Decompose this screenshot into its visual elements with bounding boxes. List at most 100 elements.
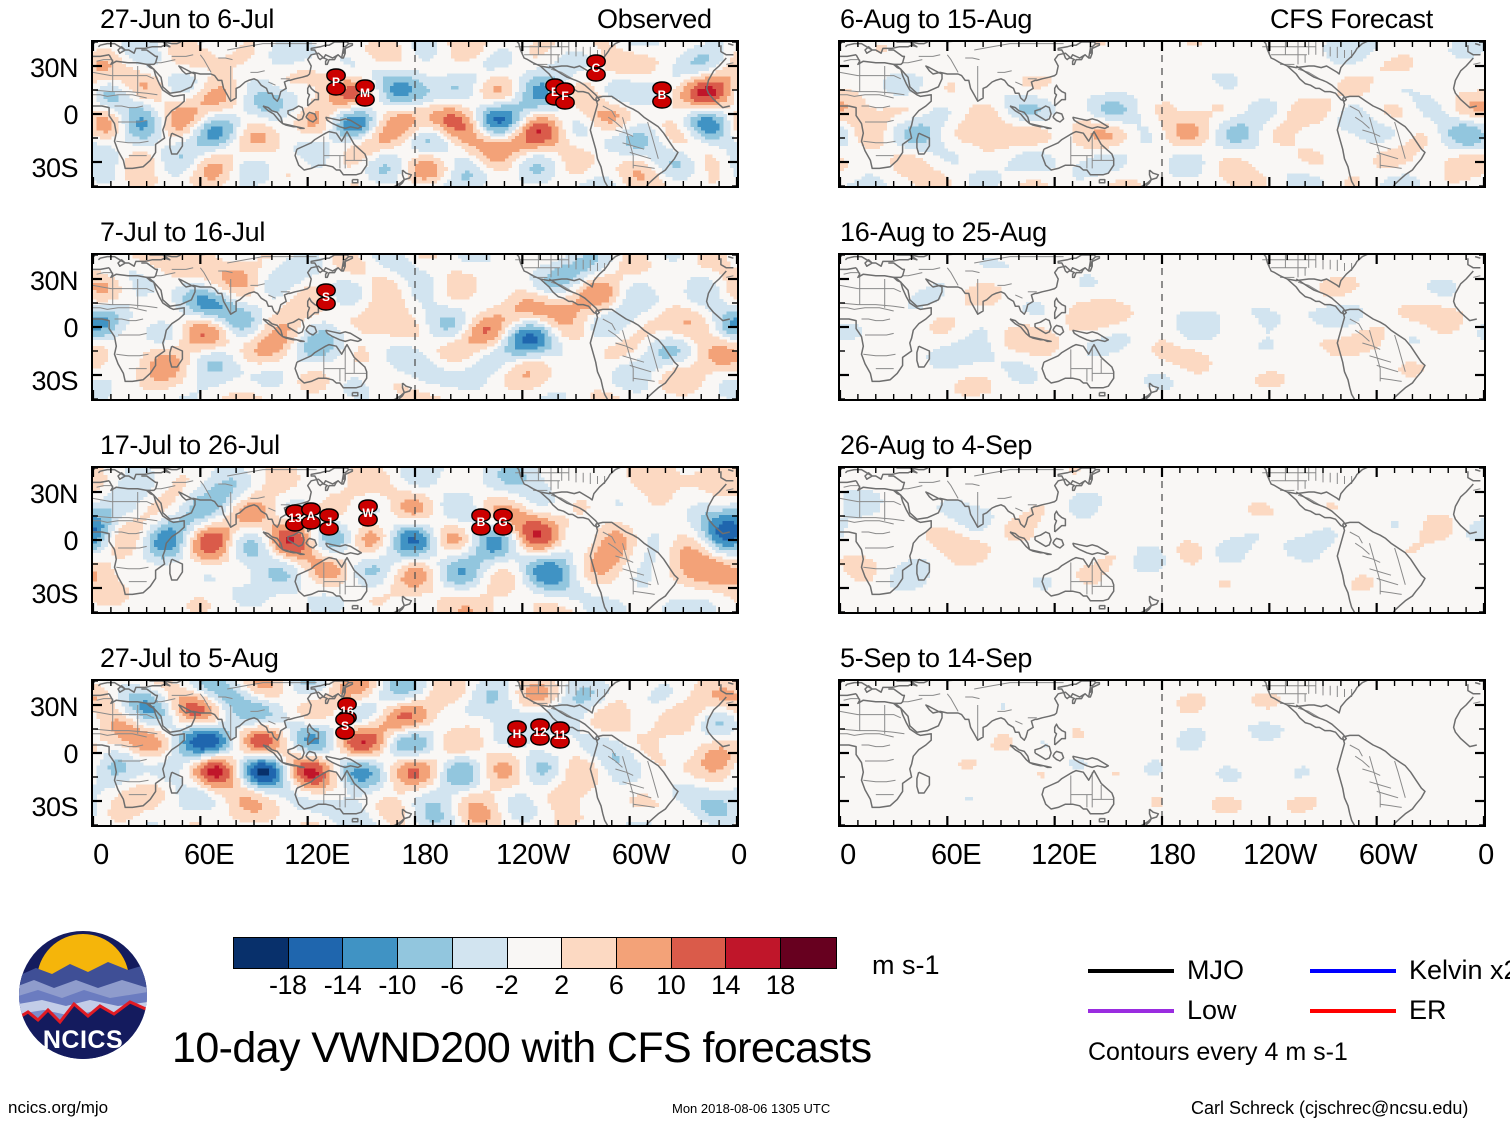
svg-text:C: C — [591, 61, 600, 75]
colorbar-cell — [508, 938, 563, 968]
colorbar — [233, 937, 837, 969]
map-panel-obs-2: S — [91, 253, 739, 401]
panel-title-obs-3: 17-Jul to 26-Jul — [100, 432, 280, 459]
colorbar-cell — [289, 938, 344, 968]
svg-text:11: 11 — [554, 728, 567, 742]
x-tick-right-120w: 120W — [1240, 841, 1320, 870]
column-label-observed: Observed — [597, 6, 712, 33]
panel-title-fcst-2: 16-Aug to 25-Aug — [840, 219, 1047, 246]
storm-marker: G — [490, 507, 516, 537]
legend-line-kelvin — [1310, 969, 1396, 973]
column-label-cfs-forecast: CFS Forecast — [1270, 6, 1433, 33]
colorbar-cell — [562, 938, 617, 968]
x-tick-left-60e: 60E — [169, 841, 249, 870]
legend-label-mjo: MJO — [1187, 957, 1244, 984]
map-field — [93, 255, 737, 399]
svg-text:A: A — [307, 509, 316, 523]
y-tick-30n-p3: 30N — [0, 481, 78, 508]
storm-marker: S — [313, 282, 339, 312]
panel-title-fcst-4: 5-Sep to 14-Sep — [840, 645, 1032, 672]
panel-title-obs-4: 27-Jul to 5-Aug — [100, 645, 279, 672]
storm-marker: F — [552, 81, 578, 111]
legend-label-low: Low — [1187, 997, 1237, 1024]
map-panel-fcst-1 — [838, 40, 1486, 188]
storm-marker: H — [504, 719, 530, 749]
y-tick-0-p3: 0 — [0, 528, 78, 555]
legend-entry-low: Low — [1088, 997, 1237, 1024]
y-tick-0-p4: 0 — [0, 741, 78, 768]
svg-text:J: J — [326, 515, 333, 529]
x-tick-left-0b: 0 — [699, 841, 779, 870]
legend-line-mjo — [1088, 969, 1174, 973]
footer-website: ncics.org/mjo — [8, 1098, 108, 1118]
colorbar-tick-label: 18 — [740, 972, 820, 999]
svg-text:G: G — [498, 515, 507, 529]
colorbar-cell — [398, 938, 453, 968]
y-tick-30s-p1: 30S — [0, 155, 78, 182]
legend-line-low — [1088, 1009, 1174, 1013]
colorbar-cell — [453, 938, 508, 968]
panel-title-obs-2: 7-Jul to 16-Jul — [100, 219, 265, 246]
ncics-logo: NCICS — [18, 930, 148, 1060]
footer-author: Carl Schreck (cjschrec@ncsu.edu) — [1191, 1098, 1468, 1119]
panel-title-obs-1: 27-Jun to 6-Jul — [100, 6, 274, 33]
map-panel-fcst-4 — [838, 679, 1486, 827]
x-tick-left-120w: 120W — [493, 841, 573, 870]
map-field — [93, 681, 737, 825]
contour-interval-note: Contours every 4 m s-1 — [1088, 1040, 1348, 1065]
svg-text:12: 12 — [534, 725, 548, 739]
map-field — [93, 468, 737, 612]
storm-marker: 11 — [547, 720, 573, 750]
x-tick-right-120e: 120E — [1024, 841, 1104, 870]
legend-label-er: ER — [1409, 997, 1447, 1024]
y-tick-0-p2: 0 — [0, 315, 78, 342]
legend-entry-mjo: MJO — [1088, 957, 1244, 984]
legend-entry-er: ER — [1310, 997, 1447, 1024]
y-tick-30n-p4: 30N — [0, 694, 78, 721]
x-tick-left-120e: 120E — [277, 841, 357, 870]
svg-text:W: W — [363, 506, 375, 520]
svg-text:M: M — [360, 86, 370, 100]
x-tick-right-60w: 60W — [1348, 841, 1428, 870]
footer-timestamp: Mon 2018-08-06 1305 UTC — [672, 1101, 830, 1116]
storm-marker: C — [583, 53, 609, 83]
storm-marker: W — [355, 498, 381, 528]
panel-title-fcst-3: 26-Aug to 4-Sep — [840, 432, 1032, 459]
legend-entry-kelvin: Kelvin x2 — [1310, 957, 1510, 984]
x-tick-right-0b: 0 — [1446, 841, 1510, 870]
y-tick-30s-p4: 30S — [0, 794, 78, 821]
map-panel-obs-4: 16 S H 12 11 — [91, 679, 739, 827]
x-tick-left-60w: 60W — [601, 841, 681, 870]
svg-text:F: F — [562, 89, 569, 103]
y-tick-0-p1: 0 — [0, 102, 78, 129]
y-tick-30n-p2: 30N — [0, 268, 78, 295]
y-tick-30n-p1: 30N — [0, 55, 78, 82]
colorbar-units-label: m s-1 — [872, 952, 940, 979]
storm-marker: J — [316, 507, 342, 537]
colorbar-cell — [617, 938, 672, 968]
legend-label-kelvin: Kelvin x2 — [1409, 957, 1510, 984]
x-tick-left-180: 180 — [385, 841, 465, 870]
svg-text:P: P — [332, 75, 340, 89]
main-title: 10-day VWND200 with CFS forecasts — [172, 1027, 872, 1070]
colorbar-cell — [672, 938, 727, 968]
svg-text:B: B — [658, 88, 667, 102]
storm-marker: M — [352, 78, 378, 108]
map-field — [840, 42, 1484, 186]
storm-marker: B — [649, 80, 675, 110]
svg-text:NCICS: NCICS — [43, 1026, 123, 1054]
map-panel-fcst-3 — [838, 466, 1486, 614]
legend-line-er — [1310, 1009, 1396, 1013]
storm-marker: S — [332, 711, 358, 741]
y-tick-30s-p2: 30S — [0, 368, 78, 395]
x-tick-left-0a: 0 — [61, 841, 141, 870]
svg-text:S: S — [322, 290, 330, 304]
map-field — [840, 681, 1484, 825]
colorbar-cell — [781, 938, 836, 968]
x-tick-right-60e: 60E — [916, 841, 996, 870]
svg-text:H: H — [513, 727, 522, 741]
map-field — [840, 468, 1484, 612]
map-panel-obs-3: 13 A J W B G — [91, 466, 739, 614]
colorbar-cell — [726, 938, 781, 968]
